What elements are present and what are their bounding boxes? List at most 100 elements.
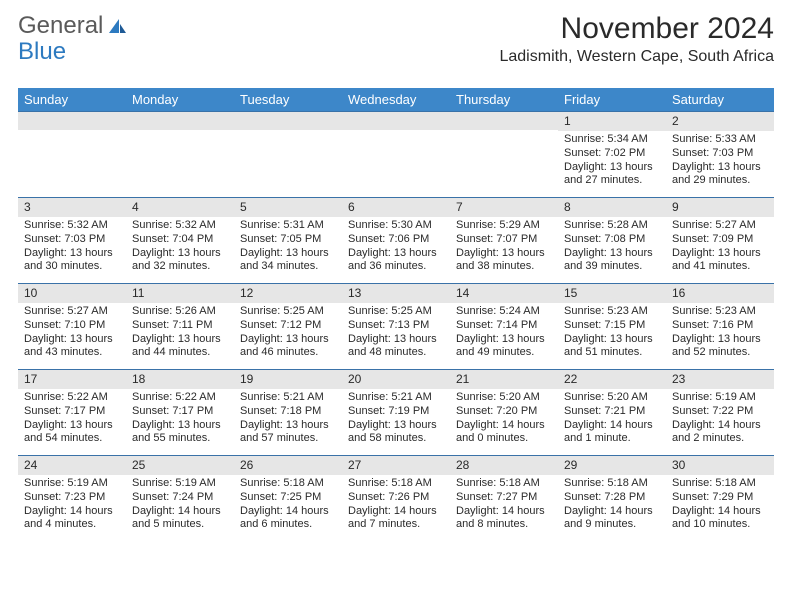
calendar-header-row: Sunday Monday Tuesday Wednesday Thursday… xyxy=(18,88,774,112)
sunset-text: Sunset: 7:10 PM xyxy=(24,319,120,333)
blank-daynum-strip xyxy=(450,112,558,130)
dayhead-tue: Tuesday xyxy=(234,88,342,112)
sunset-text: Sunset: 7:28 PM xyxy=(564,491,660,505)
day-body: Sunrise: 5:18 AMSunset: 7:28 PMDaylight:… xyxy=(558,475,666,536)
day-body: Sunrise: 5:19 AMSunset: 7:23 PMDaylight:… xyxy=(18,475,126,536)
daylight-text: Daylight: 13 hours and 30 minutes. xyxy=(24,247,120,275)
day-number: 14 xyxy=(450,284,558,303)
calendar-body: 1Sunrise: 5:34 AMSunset: 7:02 PMDaylight… xyxy=(18,112,774,542)
dayhead-mon: Monday xyxy=(126,88,234,112)
daylight-text: Daylight: 14 hours and 9 minutes. xyxy=(564,505,660,533)
sunrise-text: Sunrise: 5:18 AM xyxy=(672,477,768,491)
day-cell: 3Sunrise: 5:32 AMSunset: 7:03 PMDaylight… xyxy=(18,198,126,284)
sunset-text: Sunset: 7:20 PM xyxy=(456,405,552,419)
day-cell: 24Sunrise: 5:19 AMSunset: 7:23 PMDayligh… xyxy=(18,456,126,542)
sunset-text: Sunset: 7:05 PM xyxy=(240,233,336,247)
day-cell: 20Sunrise: 5:21 AMSunset: 7:19 PMDayligh… xyxy=(342,370,450,456)
day-cell: 26Sunrise: 5:18 AMSunset: 7:25 PMDayligh… xyxy=(234,456,342,542)
empty-cell xyxy=(18,112,126,198)
day-body: Sunrise: 5:27 AMSunset: 7:09 PMDaylight:… xyxy=(666,217,774,278)
daylight-text: Daylight: 14 hours and 0 minutes. xyxy=(456,419,552,447)
day-body: Sunrise: 5:20 AMSunset: 7:21 PMDaylight:… xyxy=(558,389,666,450)
day-cell: 11Sunrise: 5:26 AMSunset: 7:11 PMDayligh… xyxy=(126,284,234,370)
day-number: 3 xyxy=(18,198,126,217)
day-body: Sunrise: 5:33 AMSunset: 7:03 PMDaylight:… xyxy=(666,131,774,192)
sunrise-text: Sunrise: 5:19 AM xyxy=(672,391,768,405)
day-number: 24 xyxy=(18,456,126,475)
sunrise-text: Sunrise: 5:33 AM xyxy=(672,133,768,147)
sunset-text: Sunset: 7:27 PM xyxy=(456,491,552,505)
day-cell: 5Sunrise: 5:31 AMSunset: 7:05 PMDaylight… xyxy=(234,198,342,284)
daylight-text: Daylight: 14 hours and 8 minutes. xyxy=(456,505,552,533)
daylight-text: Daylight: 13 hours and 49 minutes. xyxy=(456,333,552,361)
dayhead-sun: Sunday xyxy=(18,88,126,112)
blank-daynum-strip xyxy=(18,112,126,130)
blank-daynum-strip xyxy=(234,112,342,130)
daylight-text: Daylight: 13 hours and 39 minutes. xyxy=(564,247,660,275)
sunrise-text: Sunrise: 5:27 AM xyxy=(672,219,768,233)
sunrise-text: Sunrise: 5:32 AM xyxy=(132,219,228,233)
daylight-text: Daylight: 13 hours and 44 minutes. xyxy=(132,333,228,361)
sunset-text: Sunset: 7:22 PM xyxy=(672,405,768,419)
sunset-text: Sunset: 7:07 PM xyxy=(456,233,552,247)
day-number: 5 xyxy=(234,198,342,217)
daylight-text: Daylight: 13 hours and 58 minutes. xyxy=(348,419,444,447)
day-number: 28 xyxy=(450,456,558,475)
sunrise-text: Sunrise: 5:21 AM xyxy=(348,391,444,405)
day-body: Sunrise: 5:32 AMSunset: 7:03 PMDaylight:… xyxy=(18,217,126,278)
sunrise-text: Sunrise: 5:19 AM xyxy=(132,477,228,491)
sunrise-text: Sunrise: 5:30 AM xyxy=(348,219,444,233)
daylight-text: Daylight: 13 hours and 36 minutes. xyxy=(348,247,444,275)
daylight-text: Daylight: 14 hours and 5 minutes. xyxy=(132,505,228,533)
logo-line2: Blue xyxy=(18,38,66,66)
day-cell: 8Sunrise: 5:28 AMSunset: 7:08 PMDaylight… xyxy=(558,198,666,284)
calendar-row: 3Sunrise: 5:32 AMSunset: 7:03 PMDaylight… xyxy=(18,198,774,284)
day-cell: 4Sunrise: 5:32 AMSunset: 7:04 PMDaylight… xyxy=(126,198,234,284)
day-body: Sunrise: 5:18 AMSunset: 7:27 PMDaylight:… xyxy=(450,475,558,536)
sunset-text: Sunset: 7:17 PM xyxy=(24,405,120,419)
day-cell: 13Sunrise: 5:25 AMSunset: 7:13 PMDayligh… xyxy=(342,284,450,370)
day-body: Sunrise: 5:18 AMSunset: 7:26 PMDaylight:… xyxy=(342,475,450,536)
daylight-text: Daylight: 14 hours and 1 minute. xyxy=(564,419,660,447)
sunrise-text: Sunrise: 5:32 AM xyxy=(24,219,120,233)
sunrise-text: Sunrise: 5:26 AM xyxy=(132,305,228,319)
day-body: Sunrise: 5:32 AMSunset: 7:04 PMDaylight:… xyxy=(126,217,234,278)
day-body: Sunrise: 5:19 AMSunset: 7:24 PMDaylight:… xyxy=(126,475,234,536)
sunrise-text: Sunrise: 5:31 AM xyxy=(240,219,336,233)
daylight-text: Daylight: 14 hours and 10 minutes. xyxy=(672,505,768,533)
sunset-text: Sunset: 7:08 PM xyxy=(564,233,660,247)
empty-cell xyxy=(450,112,558,198)
day-number: 23 xyxy=(666,370,774,389)
sunrise-text: Sunrise: 5:22 AM xyxy=(24,391,120,405)
sunset-text: Sunset: 7:12 PM xyxy=(240,319,336,333)
day-number: 17 xyxy=(18,370,126,389)
logo-word2: Blue xyxy=(18,38,66,65)
sunrise-text: Sunrise: 5:29 AM xyxy=(456,219,552,233)
sunset-text: Sunset: 7:13 PM xyxy=(348,319,444,333)
sunset-text: Sunset: 7:29 PM xyxy=(672,491,768,505)
day-body: Sunrise: 5:23 AMSunset: 7:15 PMDaylight:… xyxy=(558,303,666,364)
day-number: 16 xyxy=(666,284,774,303)
sunrise-text: Sunrise: 5:28 AM xyxy=(564,219,660,233)
daylight-text: Daylight: 13 hours and 46 minutes. xyxy=(240,333,336,361)
day-body: Sunrise: 5:21 AMSunset: 7:18 PMDaylight:… xyxy=(234,389,342,450)
day-number: 19 xyxy=(234,370,342,389)
sunrise-text: Sunrise: 5:25 AM xyxy=(348,305,444,319)
empty-cell xyxy=(342,112,450,198)
day-number: 12 xyxy=(234,284,342,303)
day-cell: 1Sunrise: 5:34 AMSunset: 7:02 PMDaylight… xyxy=(558,112,666,198)
sunrise-text: Sunrise: 5:18 AM xyxy=(240,477,336,491)
dayhead-thu: Thursday xyxy=(450,88,558,112)
day-cell: 9Sunrise: 5:27 AMSunset: 7:09 PMDaylight… xyxy=(666,198,774,284)
day-body: Sunrise: 5:20 AMSunset: 7:20 PMDaylight:… xyxy=(450,389,558,450)
sunset-text: Sunset: 7:19 PM xyxy=(348,405,444,419)
logo: General xyxy=(18,12,129,40)
blank-daynum-strip xyxy=(126,112,234,130)
day-number: 13 xyxy=(342,284,450,303)
daylight-text: Daylight: 13 hours and 32 minutes. xyxy=(132,247,228,275)
day-number: 20 xyxy=(342,370,450,389)
sunset-text: Sunset: 7:14 PM xyxy=(456,319,552,333)
day-body: Sunrise: 5:26 AMSunset: 7:11 PMDaylight:… xyxy=(126,303,234,364)
sunrise-text: Sunrise: 5:20 AM xyxy=(564,391,660,405)
day-body: Sunrise: 5:21 AMSunset: 7:19 PMDaylight:… xyxy=(342,389,450,450)
